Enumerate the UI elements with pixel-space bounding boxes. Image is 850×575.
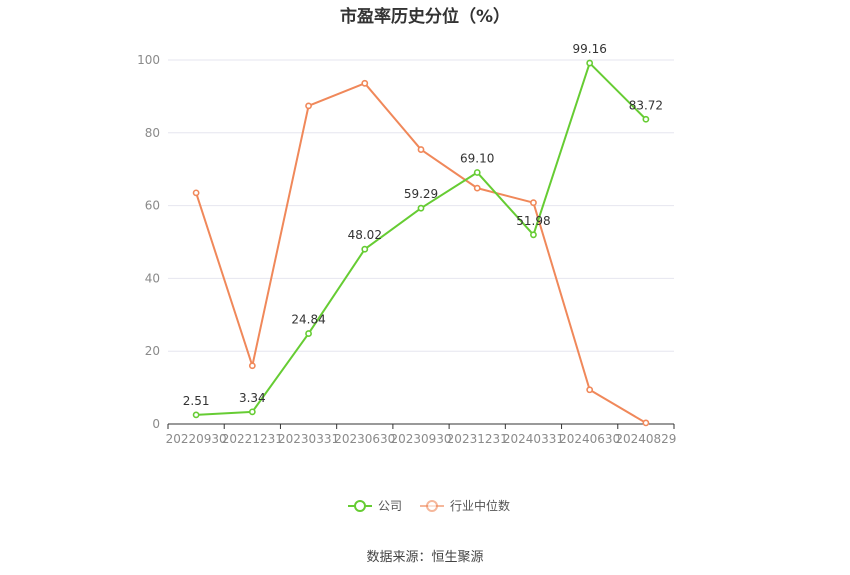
- x-tick-label: 20230930: [390, 432, 451, 446]
- y-tick-label: 80: [145, 126, 160, 140]
- x-tick-label: 20230630: [334, 432, 395, 446]
- data-point: [248, 362, 256, 370]
- y-tick-label: 40: [145, 271, 160, 285]
- data-label: 83.72: [629, 98, 663, 112]
- data-point: [417, 204, 425, 212]
- data-point: [473, 184, 481, 192]
- x-tick-label: 20240829: [615, 432, 676, 446]
- legend-marker-0: [354, 500, 366, 512]
- data-label: 3.34: [239, 391, 266, 405]
- data-point: [248, 408, 256, 416]
- chart-title: 市盈率历史分位（%）: [339, 7, 511, 27]
- x-tick-label: 20221231: [222, 432, 283, 446]
- legend-label-0: 公司: [378, 499, 402, 513]
- y-tick-label: 60: [145, 199, 160, 213]
- data-point: [361, 245, 369, 253]
- data-label: 69.10: [460, 151, 494, 165]
- x-tick-label: 20240630: [559, 432, 620, 446]
- series-line-0: [196, 62, 647, 416]
- data-label: 2.51: [183, 394, 210, 408]
- data-label: 59.29: [404, 187, 438, 201]
- data-point: [417, 146, 425, 153]
- data-point: [642, 115, 650, 123]
- data-label: 51.98: [516, 214, 550, 228]
- x-tick-label: 20240331: [503, 432, 564, 446]
- data-source: 数据来源：恒生聚源: [366, 550, 484, 565]
- y-tick-label: 0: [152, 417, 160, 431]
- x-tick-label: 20230331: [278, 432, 339, 446]
- data-label: 48.02: [348, 228, 382, 242]
- data-point: [530, 231, 537, 239]
- data-point: [473, 169, 481, 176]
- data-point: [305, 102, 312, 110]
- data-label: 24.84: [291, 313, 325, 327]
- x-tick-label: 20220930: [166, 432, 227, 446]
- legend-marker-1: [426, 500, 438, 512]
- data-point: [361, 79, 369, 87]
- data-point: [586, 59, 594, 67]
- data-point: [530, 199, 537, 207]
- y-tick-label: 100: [137, 53, 160, 67]
- data-point: [305, 330, 312, 337]
- data-point: [642, 419, 650, 427]
- data-point: [192, 411, 200, 419]
- y-tick-label: 20: [145, 344, 160, 358]
- data-point: [192, 189, 200, 197]
- legend-label-1: 行业中位数: [450, 498, 510, 513]
- data-label: 99.16: [572, 42, 606, 56]
- data-point: [586, 386, 594, 394]
- series-line-1: [195, 82, 647, 424]
- x-tick-label: 20231231: [447, 432, 508, 446]
